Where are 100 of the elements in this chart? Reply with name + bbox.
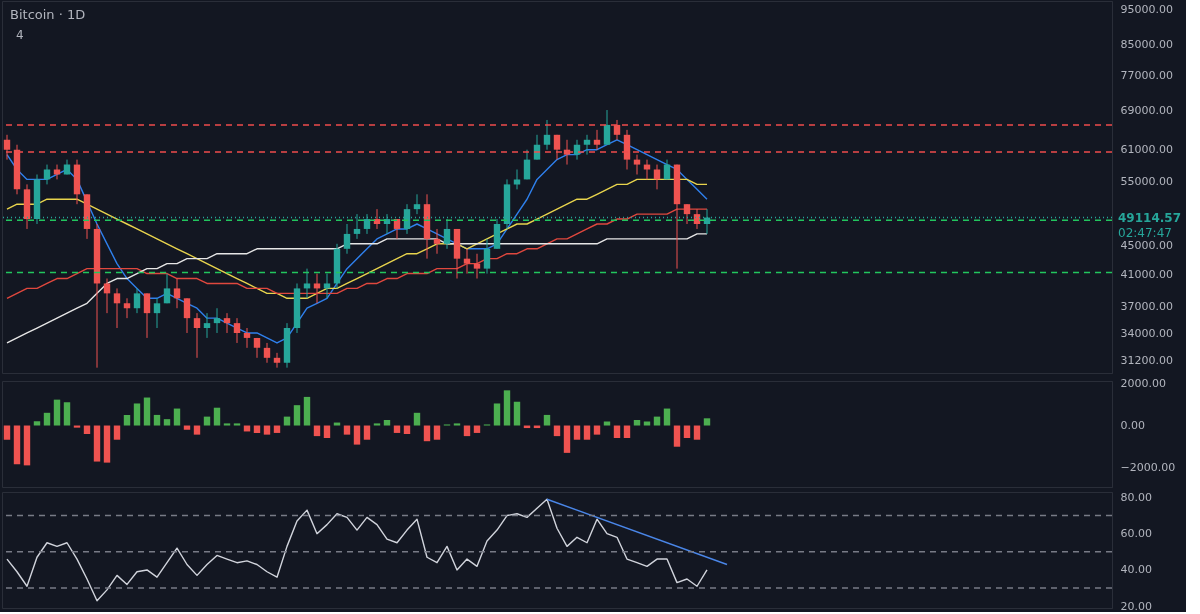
- bar: [193, 425, 201, 435]
- candlestick: [233, 317, 241, 344]
- bar: [143, 397, 151, 426]
- y-tick-label: 85000.00: [1120, 38, 1173, 52]
- candlestick: [273, 352, 281, 369]
- bar: [123, 414, 131, 426]
- bar: [343, 425, 351, 435]
- bar: [283, 416, 291, 426]
- y-tick-label: 95000.00: [1120, 3, 1173, 17]
- y-tick-label: 61000.00: [1120, 142, 1173, 156]
- y-tick-label: 2000.00: [1120, 376, 1166, 390]
- bar: [333, 422, 341, 426]
- bar: [663, 408, 671, 426]
- bar: [583, 425, 591, 440]
- bar: [593, 425, 601, 435]
- candlestick: [203, 312, 211, 339]
- bar: [223, 423, 231, 426]
- candlestick: [263, 342, 271, 364]
- y-tick-label: 41000.00: [1120, 268, 1173, 281]
- bar: [433, 425, 441, 440]
- y-tick-label: 55000.00: [1120, 175, 1173, 189]
- candlestick: [223, 312, 231, 334]
- bar: [373, 423, 381, 426]
- bar: [3, 425, 11, 440]
- candlestick: [213, 307, 221, 334]
- bar: [423, 425, 431, 442]
- bar: [493, 403, 501, 426]
- candlestick: [163, 273, 171, 304]
- candlestick: [53, 164, 61, 180]
- bar: [633, 420, 641, 426]
- candlestick: [103, 278, 111, 314]
- bar: [303, 396, 311, 426]
- candlestick: [523, 149, 531, 180]
- bar: [653, 416, 661, 426]
- bar: [453, 423, 461, 426]
- candlestick: [43, 164, 51, 185]
- bar: [613, 425, 621, 439]
- candlestick: [323, 273, 331, 299]
- candlestick: [183, 297, 191, 334]
- bar: [263, 425, 271, 435]
- bar: [113, 425, 121, 440]
- y-tick-label: 20.00: [1120, 599, 1152, 613]
- bar: [133, 403, 141, 426]
- candlestick: [593, 129, 601, 151]
- bar: [233, 423, 241, 426]
- bar: [383, 420, 391, 426]
- y-tick-label: 77000.00: [1120, 69, 1173, 83]
- candlestick: [543, 119, 551, 151]
- candlestick: [313, 273, 321, 304]
- annotation: 4: [16, 28, 24, 42]
- bar: [163, 419, 171, 426]
- bar: [563, 425, 571, 453]
- candlestick: [443, 218, 451, 250]
- bar: [293, 405, 301, 426]
- bar: [93, 425, 101, 462]
- y-tick-label: 40.00: [1120, 563, 1152, 577]
- bar: [353, 425, 361, 445]
- candlestick: [583, 134, 591, 156]
- candlestick: [173, 278, 181, 309]
- y-tick-label: 31200.00: [1120, 354, 1173, 368]
- bar: [53, 399, 61, 426]
- y-tick-label: 34000.00: [1120, 327, 1173, 341]
- bar: [43, 412, 51, 426]
- bar: [673, 425, 681, 447]
- candlestick: [433, 228, 441, 255]
- candlestick: [153, 297, 161, 329]
- bar: [323, 425, 331, 439]
- bar: [203, 416, 211, 426]
- candlestick: [473, 253, 481, 280]
- candlestick: [243, 327, 251, 349]
- candlestick: [603, 109, 611, 146]
- bar: [153, 414, 161, 426]
- bar: [543, 414, 551, 426]
- bar: [623, 425, 631, 439]
- candlestick: [463, 248, 471, 275]
- y-tick-label: −2000.00: [1120, 461, 1176, 475]
- candlestick: [633, 154, 641, 175]
- candlestick: [303, 268, 311, 299]
- candlestick: [413, 193, 421, 215]
- line-series: [6, 498, 708, 602]
- bar: [103, 425, 111, 463]
- candlestick: [483, 238, 491, 275]
- y-tick-label: 80.00: [1120, 490, 1152, 504]
- candlestick: [193, 312, 201, 359]
- bar: [413, 412, 421, 426]
- text: 02:47:47: [1118, 225, 1172, 240]
- bar: [63, 402, 71, 426]
- candlestick: [513, 168, 521, 190]
- bar: [603, 421, 611, 426]
- y-tick-label: 69000.00: [1120, 103, 1173, 117]
- bar: [213, 407, 221, 426]
- y-tick-label: 60.00: [1120, 527, 1152, 541]
- y-tick-label: 45000.00: [1120, 238, 1173, 252]
- y-tick-label: 37000.00: [1120, 300, 1173, 314]
- candlestick: [133, 287, 141, 314]
- candlestick: [123, 297, 131, 319]
- candlestick: [143, 292, 151, 339]
- candlestick: [113, 287, 121, 329]
- candlestick: [683, 203, 691, 225]
- y-tick-label: 0.00: [1120, 419, 1145, 433]
